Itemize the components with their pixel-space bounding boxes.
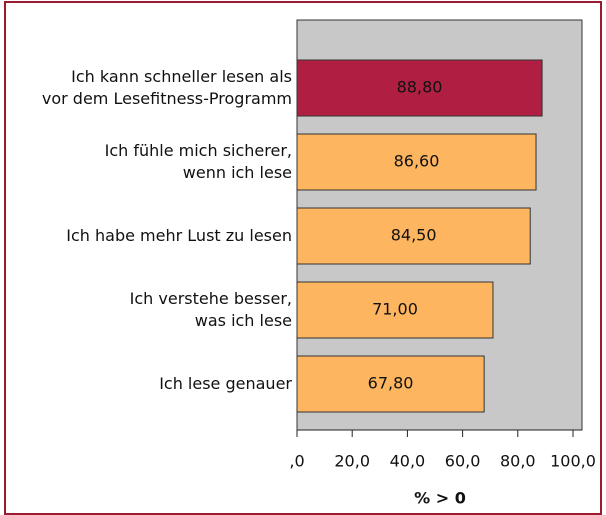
value-label: 71,00 [372, 300, 418, 319]
category-label: Ich kann schneller lesen als vor dem Les… [41, 67, 292, 108]
x-tick-label: ,0 [289, 452, 304, 471]
bar [296, 207, 531, 265]
x-tick-label: 20,0 [334, 452, 370, 471]
category-label: Ich verstehe besser, was ich lese [129, 289, 292, 330]
category-label: Ich habe mehr Lust zu lesen [66, 226, 292, 245]
value-label: 84,50 [391, 226, 437, 245]
x-tick-label: 100,0 [550, 452, 596, 471]
bar [296, 133, 537, 191]
x-tick-label: 60,0 [445, 452, 481, 471]
x-axis-title: % > 0 [414, 489, 466, 508]
x-tick-label: 40,0 [390, 452, 426, 471]
bar [296, 355, 485, 413]
x-tick-label: 80,0 [500, 452, 536, 471]
value-label: 67,80 [368, 374, 414, 393]
bar [296, 281, 494, 339]
frame [4, 1, 602, 515]
category-label: Ich lese genauer [159, 374, 292, 393]
value-label: 86,60 [394, 152, 440, 171]
category-label: Ich fühle mich sicherer, wenn ich lese [104, 141, 292, 182]
bar [296, 59, 543, 117]
value-label: 88,80 [397, 78, 443, 97]
